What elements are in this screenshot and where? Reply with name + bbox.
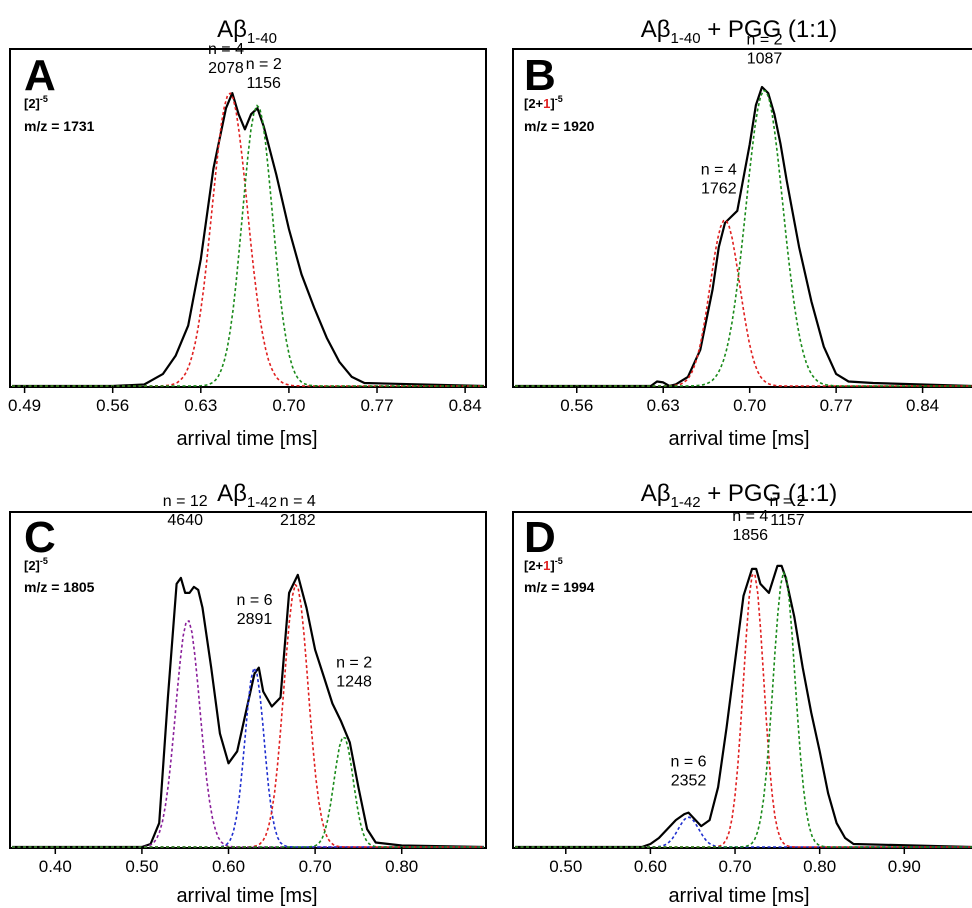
panel-b-plot: n = 4 1762 n = 2 1087 <box>515 32 972 388</box>
panel-c-plot: n = 12 4640 n = 6 2891 n = 4 2182 n = 2 1248 <box>12 493 485 849</box>
panel-b-mz-label: m/z = 1920 <box>524 118 595 134</box>
panel-d-peak-0-ccs-label: 2352 <box>671 772 707 789</box>
panel-d-xtick-label-0: 0.50 <box>549 857 582 876</box>
panel-b-xtick-label-3: 0.77 <box>820 396 853 415</box>
panel-b-xtick-label-0: 0.56 <box>560 396 593 415</box>
panel-d-mz-label: m/z = 1994 <box>524 579 595 595</box>
panel-c-peak-0-ccs-label: 4640 <box>167 512 203 529</box>
panel-d-frame <box>512 511 972 849</box>
panel-c-x-axis: 0.40 0.50 0.60 0.70 0.80 <box>39 847 418 876</box>
panel-a-xtick-label-2: 0.63 <box>184 396 217 415</box>
panel-b-peak-0-ccs-label: 1762 <box>701 181 737 198</box>
panel-c-xtick-label-1: 0.50 <box>125 857 158 876</box>
panel-d-fit-curve-1 <box>515 816 972 848</box>
panel-b-frame <box>512 48 972 388</box>
panel-c-peak-1-oligomer-label: n = 6 <box>236 592 272 609</box>
panel-b-xtick-label-2: 0.70 <box>733 396 766 415</box>
panel-a-fit-curve-1 <box>12 92 484 387</box>
panel-d-letter: D <box>524 513 556 562</box>
panel-d-peak-2-ccs-label: 1157 <box>770 512 805 529</box>
panel-a-xlabel: arrival time [ms] <box>176 428 317 450</box>
panel-d-xtick-label-2: 0.70 <box>718 857 751 876</box>
panel-d: Aβ1-42 + PGG (1:1) D [2+1]-5 m/z = 1994 … <box>512 480 972 907</box>
panel-d-title: Aβ1-42 + PGG (1:1) <box>641 480 838 511</box>
panel-d-x-axis: 0.50 0.60 0.70 0.80 0.90 <box>549 847 921 876</box>
panel-c-xtick-label-4: 0.80 <box>385 857 418 876</box>
panel-c-measured-curve-0 <box>12 573 485 849</box>
panel-c-xlabel: arrival time [ms] <box>176 885 317 907</box>
panel-c-mz-label: m/z = 1805 <box>24 579 95 595</box>
panel-d-ion-label: [2+1]-5 <box>524 556 563 573</box>
panel-c-xtick-label-0: 0.40 <box>39 857 72 876</box>
panel-c-peak-0-oligomer-label: n = 12 <box>163 493 208 510</box>
panel-b-fit-curve-2 <box>515 89 972 387</box>
panel-a-mz-label: m/z = 1731 <box>24 118 95 134</box>
panel-d-peak-0-oligomer-label: n = 6 <box>670 753 706 770</box>
panel-a-measured-curve-0 <box>12 92 485 388</box>
panel-a-peak-0-oligomer-label: n = 4 <box>208 41 244 58</box>
panel-d-xlabel: arrival time [ms] <box>668 885 809 907</box>
panel-c-fit-curve-4 <box>12 736 484 848</box>
panel-b-peak-0-oligomer-label: n = 4 <box>701 162 737 179</box>
panel-a-frame <box>9 48 487 388</box>
panel-b-fit-curve-1 <box>515 219 972 387</box>
panel-a: Aβ1-40 A [2]-5 m/z = 1731 n = 4 2078 n = 2… <box>8 16 487 450</box>
panel-a-xtick-label-1: 0.56 <box>96 396 129 415</box>
panel-b-x-axis: 0.56 0.63 0.70 0.77 0.84 <box>560 386 939 415</box>
panel-a-letter: A <box>24 51 56 100</box>
panel-a-xtick-label-0: 0.49 <box>8 396 41 415</box>
panel-c-peak-2-ccs-label: 2182 <box>280 512 316 529</box>
panel-c-fit-curve-2 <box>12 667 484 848</box>
panel-d-peak-1-ccs-label: 1856 <box>732 527 768 544</box>
panel-c-xtick-label-2: 0.60 <box>212 857 245 876</box>
panel-a-xtick-label-5: 0.84 <box>449 396 482 415</box>
panel-d-xtick-label-4: 0.90 <box>888 857 921 876</box>
panel-b-peak-1-ccs-label: 1087 <box>747 51 783 68</box>
panel-b-xtick-label-4: 0.84 <box>906 396 939 415</box>
panel-b-peak-1-oligomer-label: n = 2 <box>746 32 782 49</box>
panel-c-frame <box>9 511 487 849</box>
panel-d-xtick-label-1: 0.60 <box>634 857 667 876</box>
panel-a-title: Aβ1-40 <box>217 16 277 47</box>
panel-c-fit-curve-1 <box>12 620 484 848</box>
panel-d-measured-curve-0 <box>515 564 972 849</box>
panel-b-xtick-label-1: 0.63 <box>647 396 680 415</box>
panel-c-peak-2-oligomer-label: n = 4 <box>280 493 316 510</box>
panel-a-ion-label: [2]-5 <box>24 94 48 111</box>
panel-c-peak-3-oligomer-label: n = 2 <box>336 655 372 672</box>
panel-b-ion-label: [2+1]-5 <box>524 94 563 111</box>
panel-a-xtick-label-3: 0.70 <box>272 396 305 415</box>
panel-c-peak-3-ccs-label: 1248 <box>336 674 372 691</box>
panel-a-xtick-label-4: 0.77 <box>360 396 393 415</box>
panel-a-x-axis: 0.49 0.56 0.63 0.70 0.77 0.84 <box>8 386 482 415</box>
panel-a-peak-0-ccs-label: 2078 <box>208 60 244 77</box>
panel-d-fit-curve-3 <box>515 571 972 848</box>
panel-b-title: Aβ1-40 + PGG (1:1) <box>641 16 838 47</box>
panel-d-peak-1-oligomer-label: n = 4 <box>732 508 768 525</box>
panel-d-fit-curve-2 <box>515 573 972 848</box>
panel-d-xtick-label-3: 0.80 <box>803 857 836 876</box>
panel-c-ion-label: [2]-5 <box>24 556 48 573</box>
panel-d-peak-2-oligomer-label: n = 2 <box>769 493 805 510</box>
panel-b-letter: B <box>524 51 556 100</box>
panel-a-fit-curve-2 <box>12 104 484 387</box>
panel-b-xlabel: arrival time [ms] <box>668 428 809 450</box>
panel-c-title: Aβ1-42 <box>217 480 277 511</box>
panel-b: Aβ1-40 + PGG (1:1) B [2+1]-5 m/z = 1920 … <box>512 16 972 450</box>
panel-c-peak-1-ccs-label: 2891 <box>237 611 273 628</box>
panel-a-peak-1-ccs-label: 1156 <box>247 75 282 92</box>
panel-c-xtick-label-3: 0.70 <box>299 857 332 876</box>
panel-a-plot: n = 4 2078 n = 2 1156 <box>12 41 485 388</box>
panel-a-peak-1-oligomer-label: n = 2 <box>246 56 282 73</box>
panel-c-letter: C <box>24 513 56 562</box>
